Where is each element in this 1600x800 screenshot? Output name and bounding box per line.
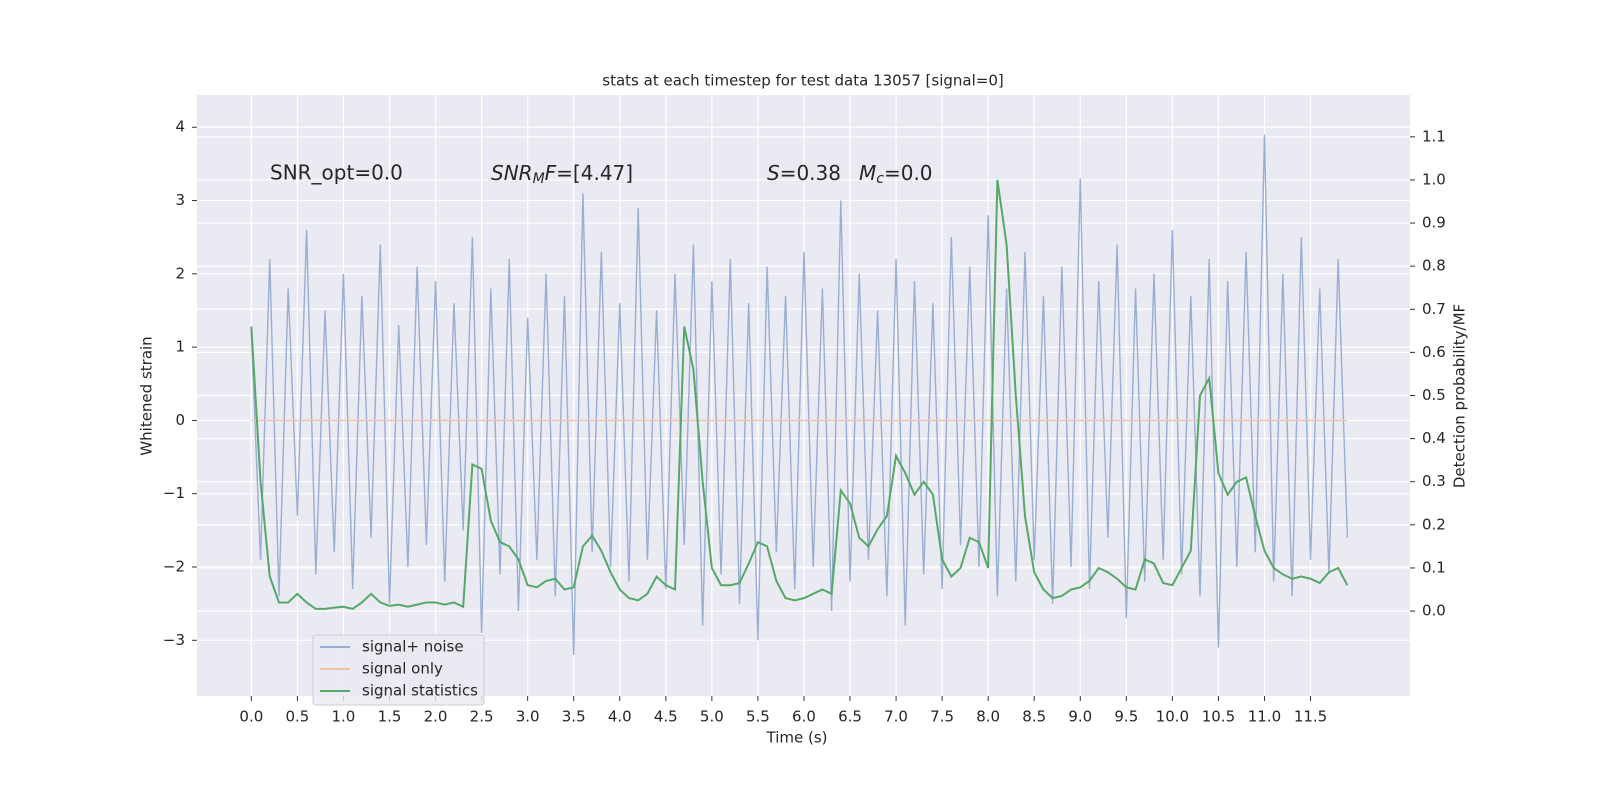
x-tick-label: 4.5: [654, 708, 678, 726]
y-axis-label: Whitened strain: [138, 336, 156, 455]
y-tick-label: 2: [175, 264, 185, 282]
annotation-part: F: [545, 161, 557, 185]
x-tick-label: 0.5: [285, 708, 309, 726]
y-tick-label: −2: [163, 558, 185, 576]
annotation-part: SNR: [491, 161, 533, 185]
x-axis-label: Time (s): [766, 729, 828, 747]
y-tick-label: 4: [175, 118, 185, 136]
series-layer: [250, 134, 1349, 655]
annotation-part: =0.0: [884, 161, 933, 185]
annotation-part: c: [876, 171, 884, 187]
x-tick-label: 10.5: [1202, 708, 1235, 726]
y2-tick-label: 0.7: [1422, 300, 1446, 318]
legend-label: signal only: [362, 660, 443, 678]
x-tick-label: 8.0: [976, 708, 1000, 726]
y2-tick-label: 0.1: [1422, 558, 1446, 576]
y2-tick-label: 0.3: [1422, 472, 1446, 490]
x-tick-label: 0.0: [239, 708, 263, 726]
y-tick-label: 1: [175, 338, 185, 356]
x-tick-label: 7.0: [884, 708, 908, 726]
x-tick-label: 8.5: [1022, 708, 1046, 726]
x-tick-label: 2.0: [424, 708, 448, 726]
y2-tick-label: 0.5: [1422, 386, 1446, 404]
x-tick-label: 2.5: [470, 708, 494, 726]
annotation-part: =0.38: [780, 161, 841, 185]
legend-box: [312, 634, 485, 706]
annotation-part: =[4.47]: [556, 161, 633, 185]
x-tick-label: 6.5: [838, 708, 862, 726]
legend: signal+ noise signal only signal statistic…: [312, 634, 485, 706]
y-tick-label: 3: [175, 191, 185, 209]
x-tick-label: 1.5: [378, 708, 402, 726]
annotation: S=0.38: [767, 161, 841, 185]
y2-axis-label: Detection probability/MF: [1451, 304, 1469, 488]
x-tick-label: 4.0: [608, 708, 632, 726]
annotation: SNR_opt=0.0: [270, 161, 403, 185]
x-tick-label: 11.5: [1294, 708, 1327, 726]
y2-tick-label: 1.1: [1422, 127, 1446, 145]
annotation: Mc=0.0: [859, 161, 933, 188]
x-tick-label: 5.0: [700, 708, 724, 726]
x-tick-label: 3.5: [562, 708, 586, 726]
y-tick-label: 0: [175, 411, 185, 429]
x-tick-label: 7.5: [930, 708, 954, 726]
y-tick-label: −3: [163, 631, 185, 649]
x-tick-label: 3.0: [516, 708, 540, 726]
y2-tick-label: 0.2: [1422, 515, 1446, 533]
y2-tick-label: 1.0: [1422, 170, 1446, 188]
legend-label: signal statistics: [362, 682, 478, 700]
y2-tick-label: 0.4: [1422, 429, 1446, 447]
x-tick-label: 1.0: [332, 708, 356, 726]
x-tick-label: 6.0: [792, 708, 816, 726]
annotation-part: M: [859, 161, 876, 185]
x-tick-label: 5.5: [746, 708, 770, 726]
series-line: [250, 179, 1349, 610]
legend-label: signal+ noise: [362, 638, 464, 656]
y-tick-label: −1: [163, 484, 185, 502]
annotation-part: M: [533, 171, 545, 187]
y2-tick-label: 0.8: [1422, 257, 1446, 275]
x-tick-label: 9.5: [1114, 708, 1138, 726]
ticks: 0.0 0.5 1.0 1.5 2.0 2.5 3.0 3.5 4.0 4.5 5.0 5.5 6.0 6…: [163, 118, 1446, 726]
x-tick-label: 10.0: [1156, 708, 1189, 726]
x-tick-label: 11.0: [1248, 708, 1281, 726]
annotation: SNRMF=[4.47]: [491, 161, 633, 188]
annotation-part: S: [767, 161, 780, 185]
chart-title: stats at each timestep for test data 130…: [602, 72, 1003, 90]
y2-tick-label: 0.0: [1422, 602, 1446, 620]
x-tick-label: 9.0: [1068, 708, 1092, 726]
y2-tick-label: 0.6: [1422, 343, 1446, 361]
y2-tick-label: 0.9: [1422, 214, 1446, 232]
